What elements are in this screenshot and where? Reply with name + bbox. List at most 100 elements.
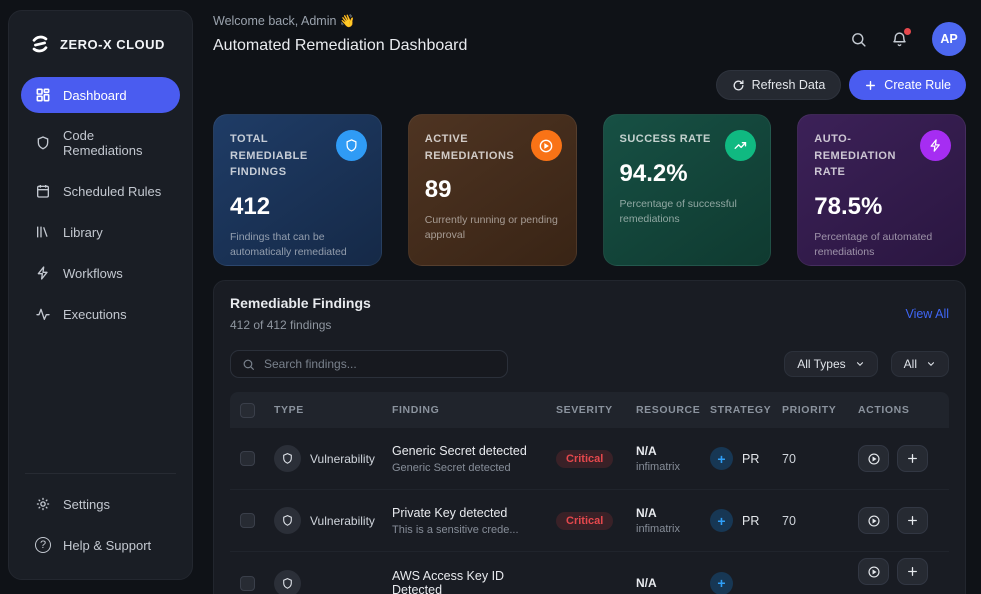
strategy-cell: + [710,571,782,594]
stat-card-auto-remediation-rate: AUTO-REMEDIATION RATE 78.5% Percentage o… [797,114,966,266]
findings-controls: All Types All [230,350,949,378]
add-rule-button[interactable] [897,507,928,534]
sidebar-item-library[interactable]: Library [21,214,180,250]
type-filter-label: All Types [797,357,846,371]
stat-value: 78.5% [814,192,883,220]
resource-cell: N/A [636,576,710,590]
row-checkbox[interactable] [240,451,255,466]
shield-icon [274,507,301,534]
refresh-data-button[interactable]: Refresh Data [715,70,842,100]
finding-subtitle: Generic Secret detected [392,461,511,474]
welcome-text: Welcome back, Admin 👋 [213,14,356,28]
plus-icon [864,79,877,92]
stat-value: 94.2% [619,159,688,187]
run-remediation-button[interactable] [858,507,889,534]
topbar-titles: Welcome back, Admin 👋 Automated Remediat… [213,14,467,55]
add-rule-button[interactable] [897,558,928,585]
column-header-strategy: STRATEGY [710,404,772,416]
sidebar-item-executions[interactable]: Executions [21,296,180,332]
sidebar-item-label: Library [63,224,103,240]
resource-value: N/A [636,444,657,458]
calendar-icon [35,183,51,199]
strategy-label: PR [742,513,760,528]
main-content: Welcome back, Admin 👋 Automated Remediat… [193,0,981,594]
zap-icon [920,130,951,161]
strategy-cell: + PR [710,447,782,470]
stat-value: 89 [424,176,452,203]
type-label: Vulnerability [310,451,375,466]
type-cell: Vulnerability [274,507,392,534]
severity-filter-label: All [903,357,917,371]
sidebar-item-label: Help & Support [63,537,152,553]
actions-cell [858,507,949,534]
row-checkbox[interactable] [240,513,255,528]
bell-icon[interactable] [891,27,911,48]
run-remediation-button[interactable] [858,445,889,472]
table-row: Vulnerability Generic Secret detected Ge… [230,428,949,490]
table-row: AWS Access Key ID Detected N/A + [230,552,949,594]
plus-icon: + [710,571,733,594]
sidebar-item-dashboard[interactable]: Dashboard [21,77,180,113]
page-title: Automated Remediation Dashboard [213,37,468,54]
search-input[interactable] [264,357,496,371]
sidebar-item-help-support[interactable]: ? Help & Support [21,527,180,563]
findings-filters: All Types All [784,351,949,377]
stat-description: Currently running or pending approval [424,214,558,242]
column-header-actions: ACTIONS [858,404,910,416]
findings-search[interactable] [230,350,508,378]
stat-label: TOTAL REMEDIABLE FINDINGS [230,133,308,178]
search-icon[interactable] [850,31,867,48]
resource-cell: N/A infimatrix [636,506,710,535]
sidebar-item-scheduled-rules[interactable]: Scheduled Rules [21,173,180,209]
avatar[interactable]: AP [932,22,966,56]
zero-x-logo-icon [29,33,51,55]
table-header-row: TYPE FINDING SEVERITY RESOURCE STRATEGY … [230,392,949,428]
table-row: Vulnerability Private Key detected This … [230,490,949,552]
severity-cell: Critical [556,511,636,530]
run-remediation-button[interactable] [858,558,889,585]
stat-description: Percentage of automated remediations [814,230,933,258]
trending-up-icon [725,130,757,161]
sidebar-item-code-remediations[interactable]: Code Remediations [21,118,180,168]
app-logo: ZERO-X CLOUD [21,29,180,77]
panel-title: Remediable Findings [230,295,371,311]
add-rule-button[interactable] [897,445,928,472]
finding-cell: Private Key detected This is a sensitive… [392,506,556,536]
sidebar-item-workflows[interactable]: Workflows [21,255,180,291]
stat-cards: TOTAL REMEDIABLE FINDINGS 412 Findings t… [213,114,966,266]
sidebar: ZERO-X CLOUD Dashboard Code Remediations… [8,10,193,580]
plus-icon: + [710,509,733,532]
sidebar-item-label: Dashboard [63,87,127,103]
activity-icon [35,306,51,322]
severity-badge: Critical [556,512,614,530]
shield-icon [274,445,301,472]
type-cell [274,569,392,594]
topbar: Welcome back, Admin 👋 Automated Remediat… [213,14,966,56]
sidebar-spacer [21,337,180,463]
help-icon: ? [35,537,51,553]
column-header-finding: FINDING [392,404,440,416]
severity-filter-dropdown[interactable]: All [890,351,949,377]
finding-cell: Generic Secret detected Generic Secret d… [392,444,556,474]
type-filter-dropdown[interactable]: All Types [784,351,878,377]
panel-header: Remediable Findings 412 of 412 findings … [230,295,949,332]
stat-card-success-rate: SUCCESS RATE 94.2% Percentage of success… [602,114,772,266]
stat-value: 412 [230,192,271,220]
topbar-actions: AP [850,14,966,56]
view-all-link[interactable]: View All [905,306,949,321]
finding-title: AWS Access Key ID Detected [392,569,505,594]
select-all-checkbox[interactable] [240,402,255,418]
shield-icon [274,569,301,594]
create-rule-button[interactable]: Create Rule [849,70,966,100]
row-checkbox[interactable] [240,575,255,591]
strategy-label: PR [742,451,760,466]
column-header-severity: SEVERITY [556,404,613,416]
sidebar-item-label: Workflows [63,265,123,281]
finding-subtitle: This is a sensitive crede... [392,523,519,536]
shield-icon [335,130,367,161]
finding-title: Private Key detected [392,505,508,520]
sidebar-item-settings[interactable]: Settings [21,486,180,522]
plus-icon: + [710,447,733,470]
stat-label: SUCCESS RATE [619,133,711,145]
